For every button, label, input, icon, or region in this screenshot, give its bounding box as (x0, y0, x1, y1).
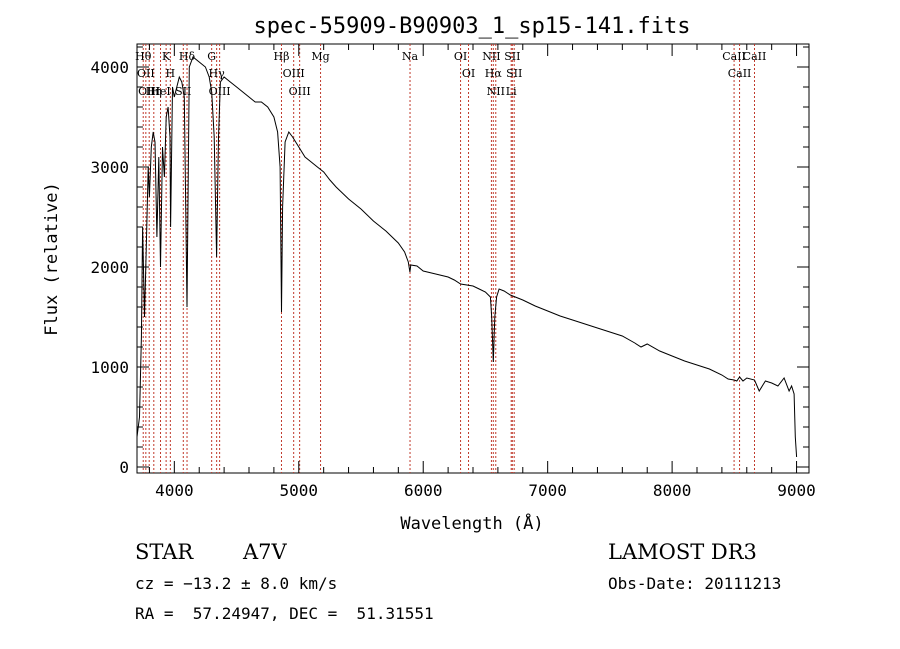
axes: 4000 5000 6000 7000 8000 9000 0 1000 2000 3000 400… (90, 44, 816, 500)
x-tick-label: 7000 (528, 481, 567, 500)
line-label: CaII (743, 50, 767, 63)
line-label: Hγ (209, 67, 226, 80)
line-label: Li (506, 85, 517, 98)
y-tick-label: 4000 (90, 58, 129, 77)
line-label: Na (402, 50, 419, 63)
line-label: Hθ (135, 50, 152, 63)
x-tick-label: 4000 (155, 481, 194, 500)
y-tick-label: 2000 (90, 258, 129, 277)
line-label: Hα (485, 67, 503, 80)
line-label: H (166, 67, 176, 80)
line-label: Hη (146, 85, 162, 98)
line-label: OIII (283, 67, 305, 80)
spectral-line-markers (142, 44, 755, 473)
chart-title: spec-55909-B90903_1_sp15-141.fits (253, 14, 690, 39)
x-tick-label: 8000 (653, 481, 692, 500)
observation-date: Obs-Date: 20111213 (608, 574, 782, 593)
plot-frame (136, 43, 810, 474)
survey-name: LAMOST DR3 (608, 540, 757, 564)
object-class: STAR (135, 540, 194, 564)
line-label: HeI (150, 85, 170, 98)
x-axis-label: Wavelength (Å) (400, 512, 543, 534)
line-label: NII (487, 85, 505, 98)
line-label: CaII (728, 67, 752, 80)
y-tick-label: 3000 (90, 158, 129, 177)
line-label: Mg (311, 50, 329, 63)
line-label: NII (482, 50, 500, 63)
line-label: Hβ (274, 50, 290, 63)
line-label: OIII (138, 85, 160, 98)
x-tick-label: 9000 (777, 481, 816, 500)
line-label: G (207, 50, 216, 63)
x-tick-label: 5000 (280, 481, 319, 500)
spectral-subclass: A7V (243, 540, 287, 564)
line-label: SII (506, 67, 522, 80)
coordinates: RA = 57.24947, DEC = 51.31551 (135, 604, 434, 623)
redshift-velocity: cz = −13.2 ± 8.0 km/s (135, 574, 338, 593)
line-label: K (162, 50, 171, 63)
line-label: SII (504, 50, 520, 63)
line-label: OI (454, 50, 467, 63)
line-label: OIII (289, 85, 311, 98)
spectrum-line (136, 56, 798, 458)
y-axis-label: Flux (relative) (42, 182, 62, 336)
line-label: OII (137, 67, 155, 80)
line-label: CaII (722, 50, 746, 63)
line-label: OI (462, 67, 475, 80)
y-tick-label: 0 (119, 458, 129, 477)
line-label: Hδ (179, 50, 196, 63)
y-tick-label: 1000 (90, 358, 129, 377)
x-tick-label: 6000 (404, 481, 443, 500)
